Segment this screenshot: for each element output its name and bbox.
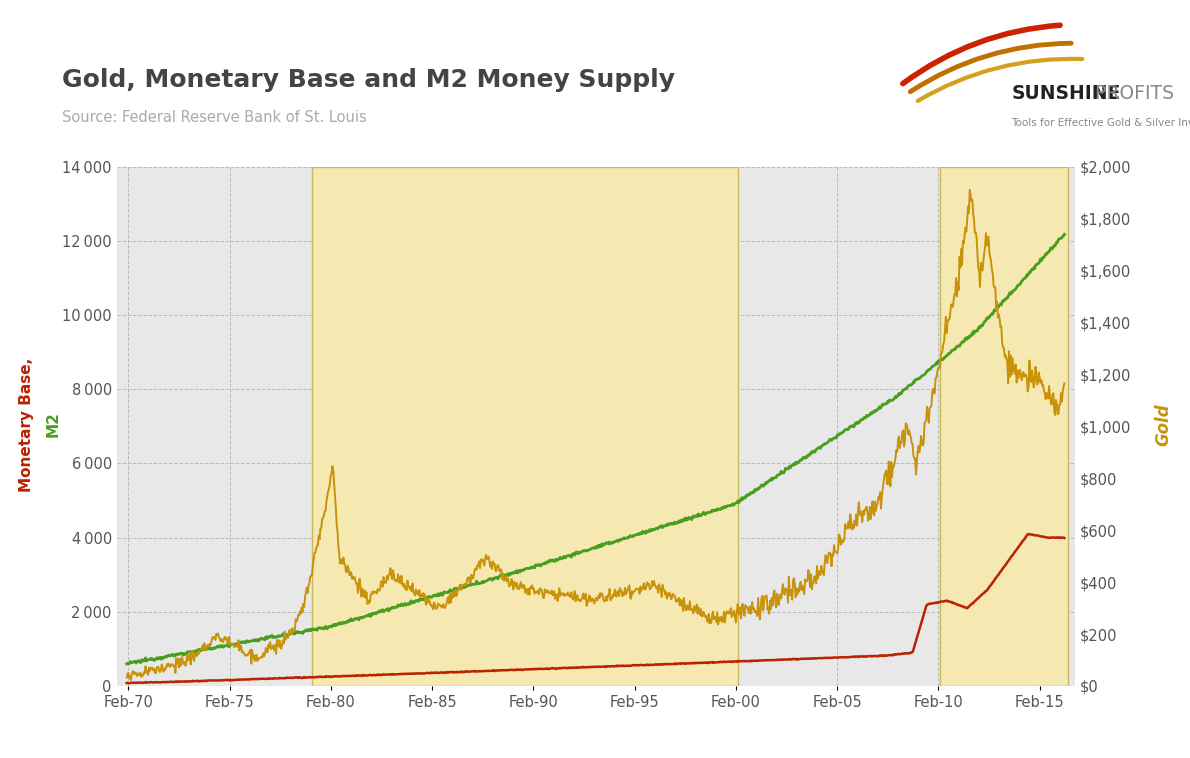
Bar bbox=[313, 167, 738, 686]
Text: Gold, Monetary Base and M2 Money Supply: Gold, Monetary Base and M2 Money Supply bbox=[62, 67, 675, 92]
Bar bbox=[940, 167, 1069, 686]
Text: Gold: Gold bbox=[1154, 403, 1173, 446]
Text: SUNSHINE: SUNSHINE bbox=[1012, 83, 1121, 103]
Text: Monetary Base,: Monetary Base, bbox=[19, 357, 33, 492]
Text: M2: M2 bbox=[46, 412, 61, 437]
Text: Tools for Effective Gold & Silver Investments: Tools for Effective Gold & Silver Invest… bbox=[1012, 117, 1190, 128]
Text: PROFITS: PROFITS bbox=[1012, 83, 1175, 103]
Text: Source: Federal Reserve Bank of St. Louis: Source: Federal Reserve Bank of St. Loui… bbox=[62, 110, 367, 125]
